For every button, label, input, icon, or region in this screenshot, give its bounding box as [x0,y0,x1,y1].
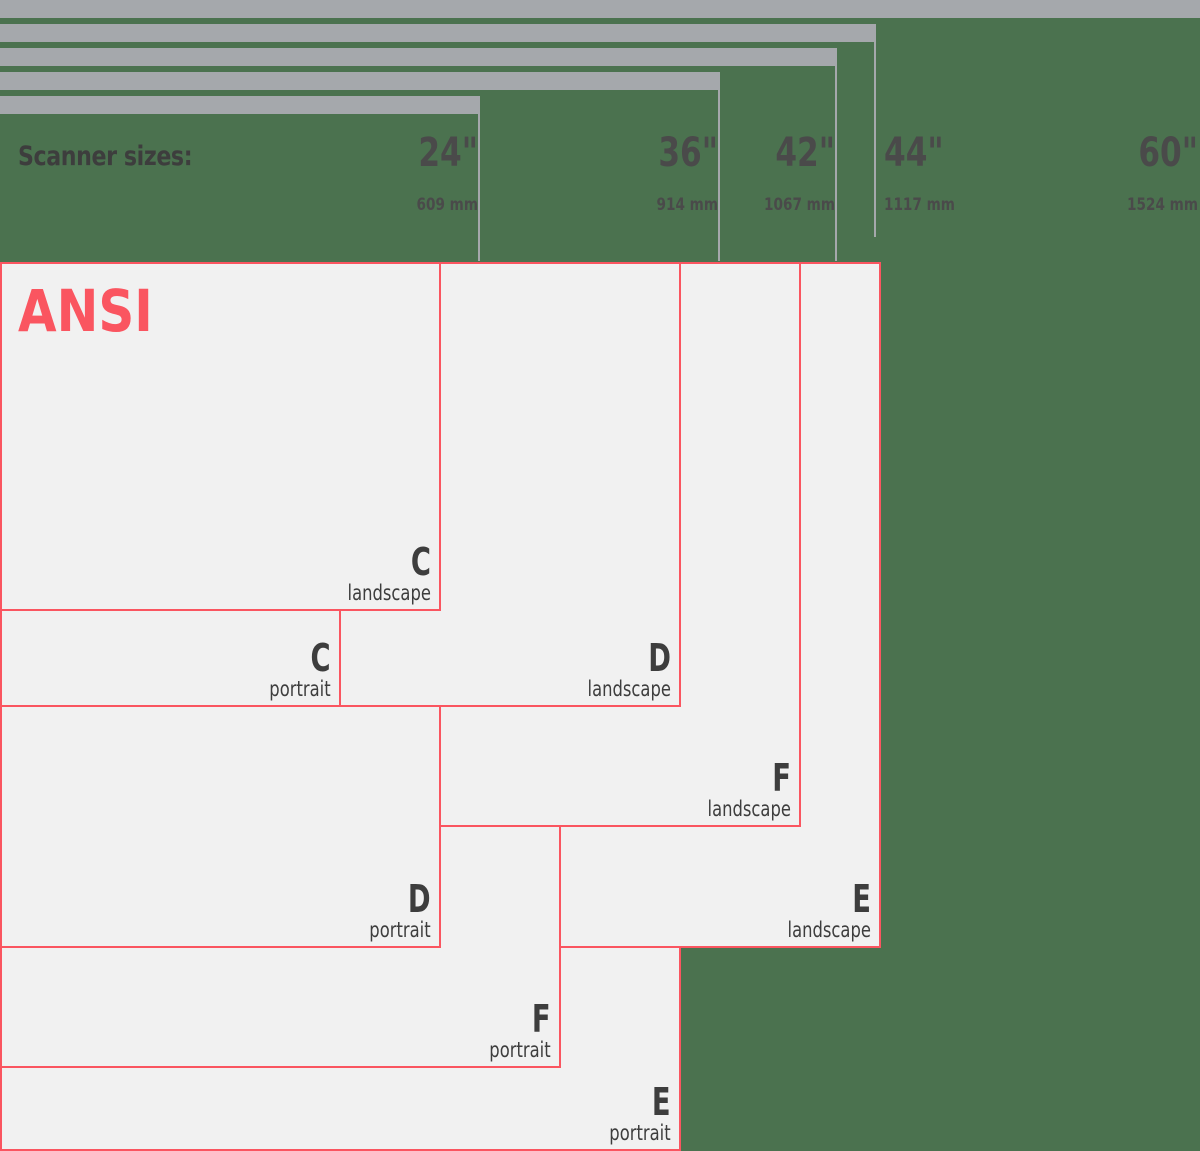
ansi-sheet-d-portrait-label: D portrait [352,880,431,942]
scanner-bar-36 [0,72,720,90]
scanner-guide-44 [874,24,876,237]
scanner-guide-42 [835,48,837,261]
scanner-bar-42 [0,48,837,66]
scanner-mm-36: 914 mm [656,195,718,215]
scanner-guide-24 [478,96,480,261]
ansi-sheet-c-landscape-label: C landscape [324,543,431,605]
scanner-bar-24 [0,96,480,114]
ansi-sheet-f-landscape-label: F landscape [684,759,791,821]
ansi-sheet-e-landscape-letter: E [852,877,871,921]
ansi-sheet-d-portrait-letter: D [408,877,431,921]
ansi-sheet-d-landscape-letter: D [648,636,671,680]
ansi-sheet-c-landscape-orientation: landscape [347,581,431,605]
ansi-sheet-f-portrait-letter: F [532,997,551,1041]
ansi-sheet-c-landscape-letter: C [410,540,431,584]
ansi-sheet-d-landscape-label: D landscape [564,639,671,701]
ansi-sheet-f-portrait-label: F portrait [472,1000,551,1062]
ansi-sheet-e-landscape-orientation: landscape [787,918,871,942]
ansi-sheet-f-landscape-letter: F [772,756,791,800]
scanner-mm-60: 1524 mm [1127,195,1198,215]
ansi-wordmark: ANSI [18,277,153,345]
scanner-inch-60: 60" [1138,130,1198,176]
ansi-sheet-e-landscape-label: E landscape [764,880,871,942]
scanner-guide-36 [718,72,720,261]
scanner-mm-42: 1067 mm [764,195,835,215]
scanner-inch-36: 36" [658,130,718,176]
ansi-sheet-e-portrait-letter: E [652,1080,671,1124]
scanner-mm-24: 609 mm [416,195,478,215]
ansi-sheet-f-landscape-orientation: landscape [707,797,791,821]
scanner-inch-24: 24" [418,130,478,176]
ansi-sheet-c-portrait-letter: C [310,636,331,680]
ansi-sheet-e-portrait-label: E portrait [592,1083,671,1145]
ansi-sheet-e-portrait-orientation: portrait [609,1121,671,1145]
scanner-bar-60 [0,0,1200,18]
ansi-sheet-d-landscape-orientation: landscape [587,677,671,701]
scanner-inch-42: 42" [775,130,835,176]
ansi-sheet-f-portrait-orientation: portrait [489,1038,551,1062]
scanner-sizes-title: Scanner sizes: [18,141,193,172]
ansi-sheet-d-portrait-orientation: portrait [369,918,431,942]
ansi-sheet-c-portrait-label: C portrait [252,639,331,701]
scanner-bar-44 [0,24,876,42]
ansi-sheet-c-portrait-orientation: portrait [269,677,331,701]
